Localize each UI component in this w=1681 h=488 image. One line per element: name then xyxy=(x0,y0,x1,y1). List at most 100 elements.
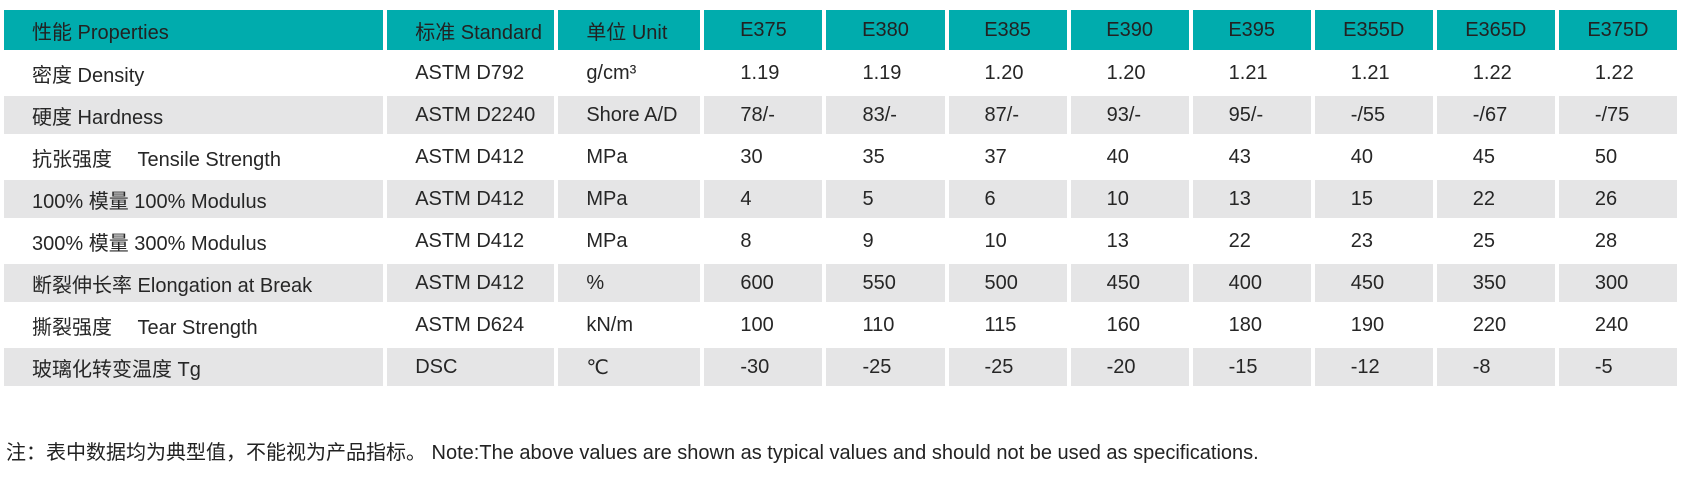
column-header-e365d: E365D xyxy=(1436,10,1555,50)
value-cell: 40 xyxy=(1070,138,1189,176)
value-cell: 26 xyxy=(1558,180,1677,218)
value-cell: -25 xyxy=(948,348,1067,386)
value-cell: 1.20 xyxy=(948,54,1067,92)
value-cell: 43 xyxy=(1192,138,1311,176)
table-row: 抗张强度 Tensile Strength ASTM D412 MPa 30 35 37 4… xyxy=(4,138,1677,176)
column-header-e375: E375 xyxy=(704,10,823,50)
value-cell: 6 xyxy=(948,180,1067,218)
unit-cell: kN/m xyxy=(558,306,701,344)
table-row: 100% 模量 100% Modulus ASTM D412 MPa 4 5 6 10 13 1… xyxy=(4,180,1677,218)
value-cell: 180 xyxy=(1192,306,1311,344)
property-cell: 玻璃化转变温度 Tg xyxy=(4,348,384,386)
standard-cell: ASTM D412 xyxy=(387,222,555,260)
footnote: 注：表中数据均为典型值，不能视为产品指标。 Note:The above val… xyxy=(6,442,1259,464)
column-header-e355d: E355D xyxy=(1314,10,1433,50)
unit-cell: MPa xyxy=(558,222,701,260)
value-cell: 30 xyxy=(704,138,823,176)
standard-cell: ASTM D624 xyxy=(387,306,555,344)
table-header-row: 性能 Properties 标准 Standard 单位 Unit E375 E380 E… xyxy=(4,10,1677,50)
table-row: 密度 Density ASTM D792 g/cm³ 1.19 1.19 1.20 1.20… xyxy=(4,54,1677,92)
value-cell: 45 xyxy=(1436,138,1555,176)
property-cell: 100% 模量 100% Modulus xyxy=(4,180,384,218)
value-cell: 160 xyxy=(1070,306,1189,344)
unit-cell: MPa xyxy=(558,138,701,176)
value-cell: 95/- xyxy=(1192,96,1311,134)
value-cell: 10 xyxy=(1070,180,1189,218)
value-cell: 400 xyxy=(1192,264,1311,302)
standard-cell: ASTM D792 xyxy=(387,54,555,92)
value-cell: 50 xyxy=(1558,138,1677,176)
column-header-e380: E380 xyxy=(826,10,945,50)
value-cell: -/67 xyxy=(1436,96,1555,134)
property-cell: 断裂伸长率 Elongation at Break xyxy=(4,264,384,302)
value-cell: -25 xyxy=(826,348,945,386)
value-cell: 115 xyxy=(948,306,1067,344)
value-cell: -15 xyxy=(1192,348,1311,386)
column-header-e385: E385 xyxy=(948,10,1067,50)
unit-cell: Shore A/D xyxy=(558,96,701,134)
table-header: 性能 Properties 标准 Standard 单位 Unit E375 E380 E… xyxy=(4,10,1677,50)
value-cell: 100 xyxy=(704,306,823,344)
value-cell: 8 xyxy=(704,222,823,260)
value-cell: -20 xyxy=(1070,348,1189,386)
value-cell: 23 xyxy=(1314,222,1433,260)
value-cell: -8 xyxy=(1436,348,1555,386)
unit-cell: ℃ xyxy=(558,348,701,386)
value-cell: 13 xyxy=(1192,180,1311,218)
value-cell: 1.22 xyxy=(1558,54,1677,92)
property-cell: 撕裂强度 Tear Strength xyxy=(4,306,384,344)
value-cell: 1.19 xyxy=(704,54,823,92)
column-header-e395: E395 xyxy=(1192,10,1311,50)
value-cell: 22 xyxy=(1192,222,1311,260)
value-cell: 350 xyxy=(1436,264,1555,302)
value-cell: 1.20 xyxy=(1070,54,1189,92)
column-header-unit: 单位 Unit xyxy=(558,10,701,50)
standard-cell: ASTM D412 xyxy=(387,138,555,176)
value-cell: 1.22 xyxy=(1436,54,1555,92)
value-cell: 4 xyxy=(704,180,823,218)
value-cell: 22 xyxy=(1436,180,1555,218)
value-cell: 93/- xyxy=(1070,96,1189,134)
table-row: 硬度 Hardness ASTM D2240 Shore A/D 78/- 83/- 87… xyxy=(4,96,1677,134)
value-cell: 10 xyxy=(948,222,1067,260)
value-cell: 37 xyxy=(948,138,1067,176)
standard-cell: ASTM D2240 xyxy=(387,96,555,134)
value-cell: 15 xyxy=(1314,180,1433,218)
property-cell: 300% 模量 300% Modulus xyxy=(4,222,384,260)
value-cell: 35 xyxy=(826,138,945,176)
unit-cell: % xyxy=(558,264,701,302)
value-cell: 78/- xyxy=(704,96,823,134)
value-cell: 1.21 xyxy=(1192,54,1311,92)
unit-cell: g/cm³ xyxy=(558,54,701,92)
value-cell: -/55 xyxy=(1314,96,1433,134)
value-cell: 220 xyxy=(1436,306,1555,344)
value-cell: 83/- xyxy=(826,96,945,134)
value-cell: 5 xyxy=(826,180,945,218)
value-cell: -12 xyxy=(1314,348,1433,386)
unit-cell: MPa xyxy=(558,180,701,218)
value-cell: 500 xyxy=(948,264,1067,302)
value-cell: 9 xyxy=(826,222,945,260)
value-cell: -30 xyxy=(704,348,823,386)
table-row: 玻璃化转变温度 Tg DSC ℃ -30 -25 -25 -20 -15 -12 -8 -5 xyxy=(4,348,1677,386)
value-cell: 40 xyxy=(1314,138,1433,176)
property-cell: 硬度 Hardness xyxy=(4,96,384,134)
value-cell: 450 xyxy=(1070,264,1189,302)
value-cell: 600 xyxy=(704,264,823,302)
value-cell: -/75 xyxy=(1558,96,1677,134)
table-body: 密度 Density ASTM D792 g/cm³ 1.19 1.19 1.20 1.20… xyxy=(4,54,1677,386)
property-cell: 密度 Density xyxy=(4,54,384,92)
value-cell: 110 xyxy=(826,306,945,344)
property-cell: 抗张强度 Tensile Strength xyxy=(4,138,384,176)
column-header-e375d: E375D xyxy=(1558,10,1677,50)
standard-cell: ASTM D412 xyxy=(387,264,555,302)
value-cell: 550 xyxy=(826,264,945,302)
column-header-properties: 性能 Properties xyxy=(4,10,384,50)
value-cell: 300 xyxy=(1558,264,1677,302)
column-header-e390: E390 xyxy=(1070,10,1189,50)
standard-cell: ASTM D412 xyxy=(387,180,555,218)
value-cell: 240 xyxy=(1558,306,1677,344)
value-cell: 1.19 xyxy=(826,54,945,92)
value-cell: 87/- xyxy=(948,96,1067,134)
value-cell: 190 xyxy=(1314,306,1433,344)
